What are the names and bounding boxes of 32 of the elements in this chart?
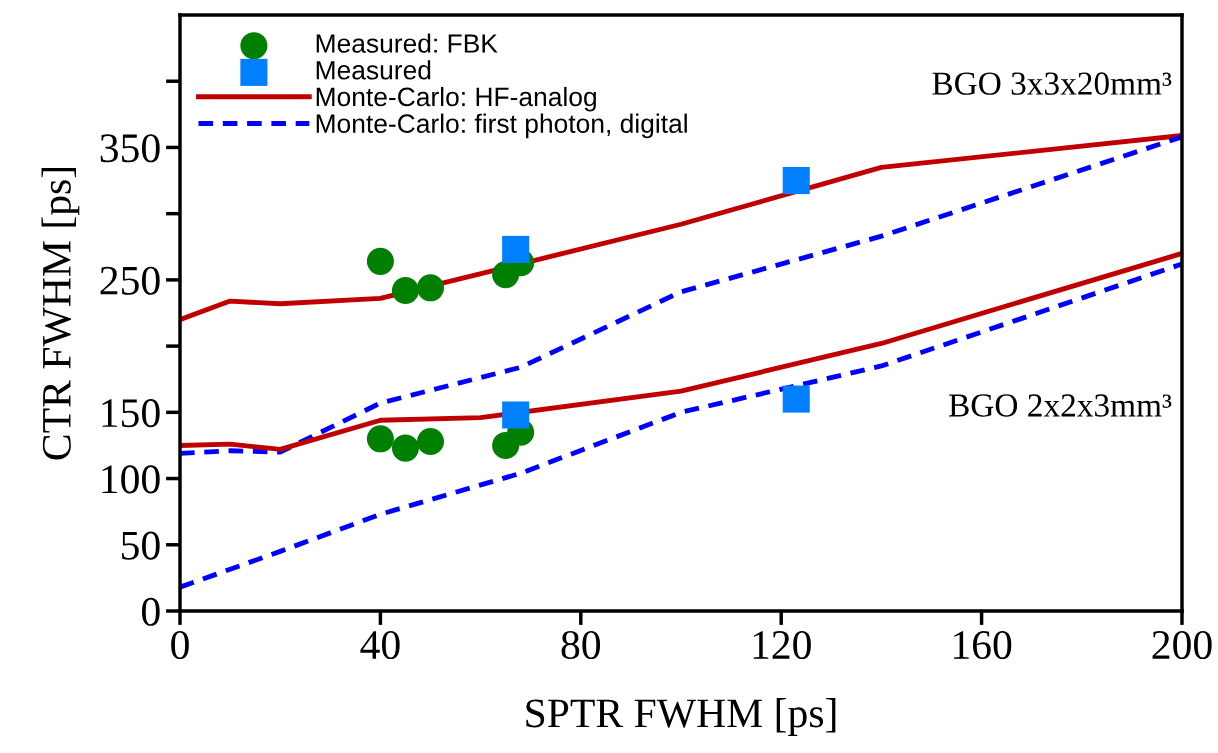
legend-label: Monte-Carlo: HF-analog bbox=[316, 86, 596, 112]
point bbox=[366, 247, 394, 275]
legend-label: Monte-Carlo: first photon, digital bbox=[316, 113, 687, 139]
point bbox=[416, 427, 445, 456]
x-tick-label: 120 bbox=[753, 630, 811, 660]
x-axis-title: SPTR FWHM [ps] bbox=[526, 698, 836, 736]
y-axis-title: CTR FWHM [ps] bbox=[41, 167, 80, 460]
line-series bbox=[180, 261, 1182, 590]
annotation: BGO 2x2x3mm³ bbox=[949, 394, 1172, 417]
line-series bbox=[180, 250, 1182, 452]
x-tick-label: 80 bbox=[561, 630, 601, 660]
legend-label: Measured bbox=[316, 60, 431, 80]
y-tick-label: 100 bbox=[102, 465, 160, 494]
x-tick-label: 200 bbox=[1152, 630, 1212, 660]
annotation: BGO 3x3x20mm³ bbox=[932, 72, 1172, 95]
point bbox=[391, 276, 419, 305]
point bbox=[502, 235, 530, 263]
x-tick-label: 0 bbox=[171, 630, 189, 660]
point bbox=[502, 401, 530, 429]
y-tick-label: 50 bbox=[122, 531, 160, 560]
x-tick-label: 160 bbox=[954, 630, 1012, 660]
point bbox=[782, 167, 810, 195]
y-tick-label: 250 bbox=[100, 266, 160, 295]
legend-label: Measured: FBK bbox=[316, 33, 498, 53]
point bbox=[782, 385, 810, 413]
y-tick-label: 0 bbox=[142, 597, 160, 626]
y-tick-label: 350 bbox=[100, 134, 160, 163]
point bbox=[416, 274, 445, 302]
x-tick-label: 40 bbox=[360, 630, 400, 660]
point bbox=[391, 434, 419, 462]
point bbox=[366, 425, 394, 453]
y-tick-label: 150 bbox=[102, 399, 160, 428]
